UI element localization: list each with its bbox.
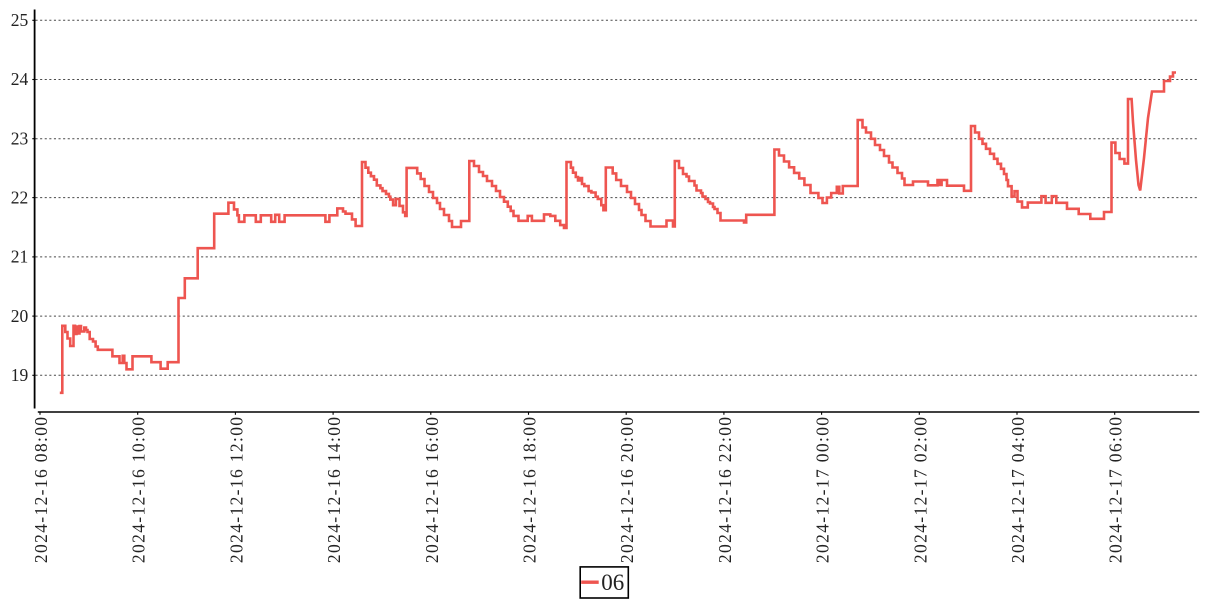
svg-text:2024-12-16 12:00: 2024-12-16 12:00 — [226, 416, 246, 563]
svg-text:2024-12-16 20:00: 2024-12-16 20:00 — [617, 416, 637, 563]
svg-text:2024-12-17 00:00: 2024-12-17 00:00 — [813, 416, 833, 563]
svg-text:25: 25 — [11, 10, 29, 30]
svg-text:22: 22 — [11, 187, 29, 207]
svg-text:2024-12-17 02:00: 2024-12-17 02:00 — [910, 416, 930, 563]
svg-text:21: 21 — [11, 247, 29, 267]
svg-text:2024-12-17 06:00: 2024-12-17 06:00 — [1106, 416, 1126, 563]
svg-text:19: 19 — [11, 365, 29, 385]
svg-text:24: 24 — [11, 69, 29, 89]
svg-text:2024-12-16 14:00: 2024-12-16 14:00 — [324, 416, 344, 563]
svg-text:2024-12-16 10:00: 2024-12-16 10:00 — [129, 416, 149, 563]
svg-text:2024-12-16 08:00: 2024-12-16 08:00 — [31, 416, 51, 563]
svg-text:20: 20 — [11, 306, 29, 326]
svg-text:2024-12-17 04:00: 2024-12-17 04:00 — [1008, 416, 1028, 563]
svg-text:23: 23 — [11, 128, 29, 148]
svg-text:2024-12-16 22:00: 2024-12-16 22:00 — [715, 416, 735, 563]
svg-text:2024-12-16 18:00: 2024-12-16 18:00 — [520, 416, 540, 563]
svg-text:06: 06 — [601, 570, 624, 595]
svg-text:2024-12-16 16:00: 2024-12-16 16:00 — [422, 416, 442, 563]
